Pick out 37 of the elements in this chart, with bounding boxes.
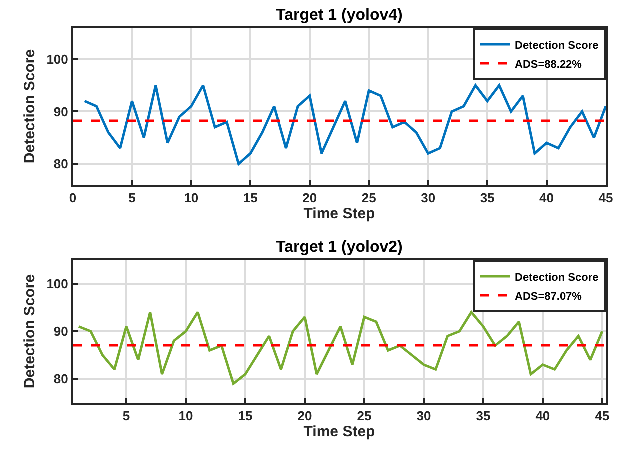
x-tick-label: 10 [178,408,194,424]
x-tick-label: 45 [595,408,610,424]
y-tick-label: 80 [54,156,68,172]
x-tick-label: 40 [540,190,554,206]
legend-label: ADS=88.22% [515,58,582,71]
legend-label: ADS=87.07% [515,290,582,303]
y-tick-label: 80 [54,372,68,387]
legend-label: Detection Score [515,272,599,284]
y-axis-title: Detection Score [21,274,38,389]
x-tick-label: 15 [243,190,258,206]
y-tick-label: 90 [54,104,68,120]
x-tick-label: 45 [598,190,614,206]
y-tick-label: 100 [46,52,68,67]
x-tick-label: 35 [480,190,495,206]
chart-title: Target 1 (yolov4) [276,7,403,24]
x-tick-label: 35 [476,408,491,424]
y-axis-title: Detection Score [21,49,38,164]
line-series [78,311,604,386]
x-tick-label: 30 [416,408,432,424]
x-tick-label: 0 [69,190,77,206]
x-tick-label: 25 [357,408,372,424]
x-tick-label: 10 [184,190,199,206]
x-axis-title: Time Step [304,206,376,223]
x-tick-label: 25 [362,190,376,206]
x-tick-label: 40 [536,408,550,424]
x-tick-label: 30 [421,190,436,206]
legend-label: Detection Score [515,40,599,52]
x-tick-label: 20 [302,190,318,206]
line-series [84,84,606,166]
chart-title: Target 1 (yolov2) [276,239,403,256]
y-tick-label: 90 [54,324,68,340]
x-tick-label: 20 [298,408,312,424]
x-tick-label: 5 [128,190,136,206]
x-tick-label: 15 [238,408,253,424]
y-tick-label: 100 [46,276,68,292]
x-tick-label: 5 [122,408,130,424]
x-axis-title: Time Step [304,424,376,441]
